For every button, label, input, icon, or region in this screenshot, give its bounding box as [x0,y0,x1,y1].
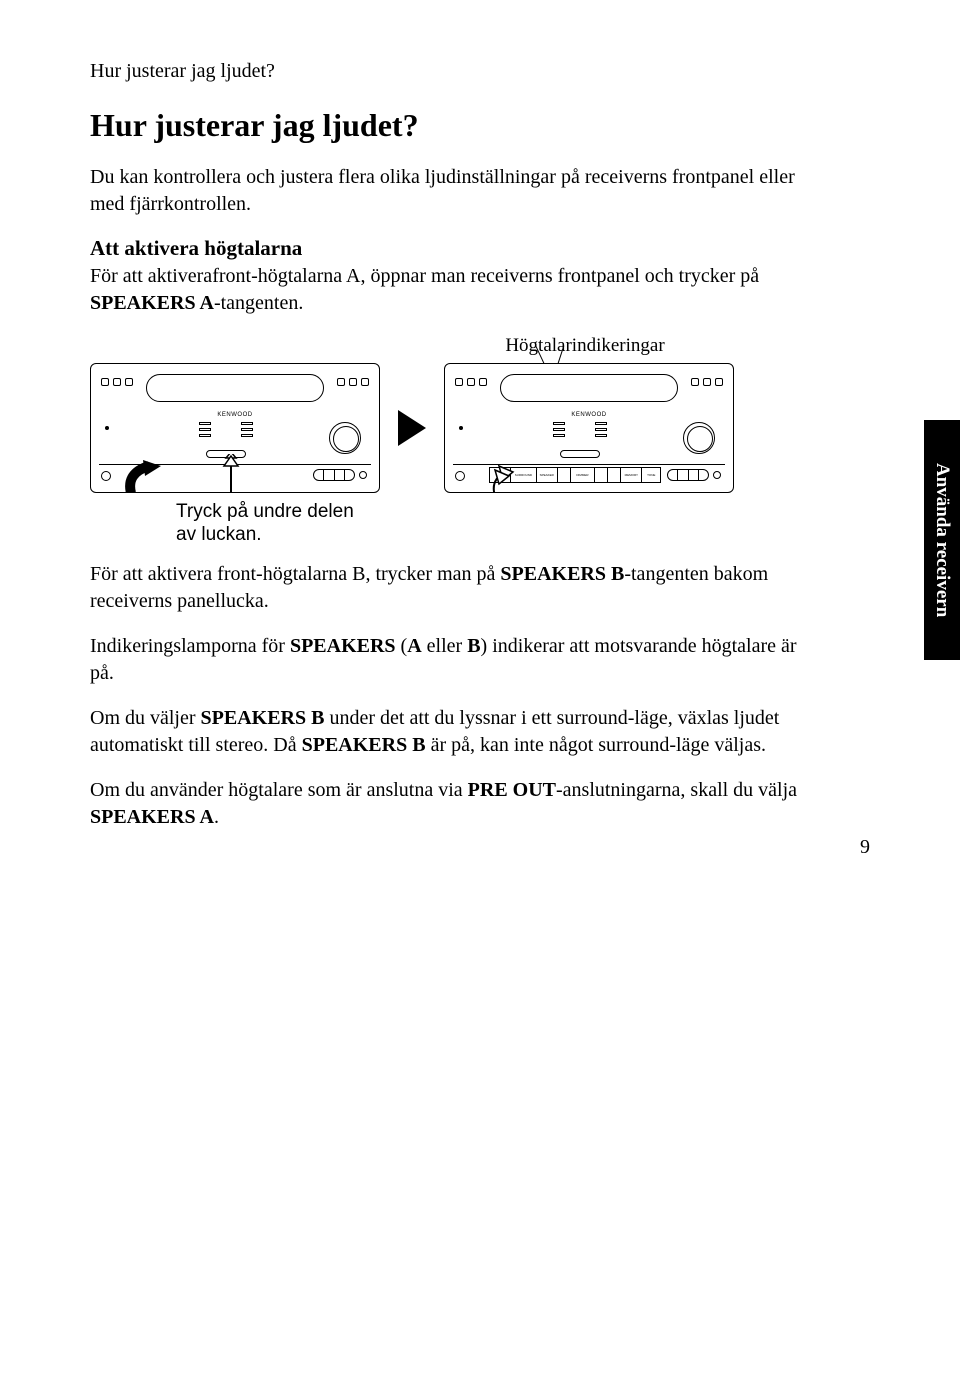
intro-paragraph: Du kan kontrollera och justera flera oli… [90,164,820,218]
top-buttons-left-2 [455,378,487,386]
s1-mid: front-högtalarna A, öppnar man receivern… [212,265,759,287]
paragraph-preout: Om du använder högtalare som är anslutna… [90,777,820,831]
page-number: 9 [860,836,870,859]
p2-pre: För att aktivera front-högtalarna B, try… [90,563,500,585]
power-indicator-2 [459,426,463,430]
volume-knob [329,422,361,454]
paragraph-speakers-b: För att aktivera front-högtalarna B, try… [90,561,820,615]
pre-out-key: PRE OUT [468,779,556,801]
brand-label-2: KENWOOD [571,412,606,418]
input-buttons-2 [667,469,709,481]
transition-arrow-icon [398,410,426,446]
headphone-jack [101,471,111,481]
receiver-front-open: KENWOOD BASS SURROUND SPEAKER DIMMER MEM… [444,363,734,493]
p5-pre: Om du använder högtalare som är anslutna… [90,779,468,801]
volume-knob-2 [683,422,715,454]
p5-post: . [214,806,219,828]
p4-post: är på, kan inte något surround-läge välj… [426,734,766,756]
arrow-point-button [201,454,261,493]
headphone-jack-2 [455,471,465,481]
section1-text: För att aktiverafront-högtalarna A, öppn… [90,263,820,317]
receiver-display [146,374,324,402]
speakers-b-key-3: SPEAKERS B [302,734,426,756]
letter-a: A [407,635,421,657]
running-header: Hur justerar jag ljudet? [90,60,870,83]
speakers-a-key-2: SPEAKERS A [90,806,214,828]
panel-seg-8: TONE [642,468,660,482]
callout-press-lower: Tryck på undre delen av luckan. [176,501,820,547]
p5-mid: -anslutningarna, skall du välja [556,779,797,801]
aux-dot-2 [713,471,721,479]
power-indicator [105,426,109,430]
panel-seg-5 [595,468,608,482]
callout-line2: av luckan. [176,524,262,545]
speakers-b-key-2: SPEAKERS B [201,707,325,729]
receiver-front-closed: KENWOOD [90,363,380,493]
speakers-b-key: SPEAKERS B [500,563,624,585]
arrow-point-panel [475,458,535,493]
aux-dot [359,471,367,479]
mid-buttons [199,422,253,437]
panel-seg-7: MEMORY [621,468,642,482]
section-tab: Använda receivern [924,420,960,660]
paragraph-surround: Om du väljer SPEAKERS B under det att du… [90,705,820,759]
panel-seg-4: DIMMER [571,468,595,482]
panel-seg-3 [558,468,571,482]
s1-post: -tangenten. [214,292,303,314]
diagram-row: KENWOOD [90,363,820,493]
brand-label: KENWOOD [217,412,252,418]
speakers-key: SPEAKERS [290,635,396,657]
speakers-a-key: SPEAKERS A [90,292,214,314]
callout-line1: Tryck på undre delen [176,501,354,522]
receiver-display-2 [500,374,678,402]
p4-pre: Om du väljer [90,707,201,729]
mid-buttons-2 [553,422,607,437]
s1-pre: För att aktivera [90,265,212,287]
letter-b: B [467,635,480,657]
top-buttons-right [337,378,369,386]
input-buttons [313,469,355,481]
top-buttons-left [101,378,133,386]
section-heading-activate: Att aktivera högtalarna [90,236,820,261]
paragraph-indicators: Indikeringslamporna för SPEAKERS (A elle… [90,633,820,687]
p3-mid2: eller [422,635,468,657]
center-pill-button-2 [560,450,600,458]
p3-mid: ( [396,635,408,657]
top-buttons-right-2 [691,378,723,386]
arrow-press-panel [121,458,181,493]
p3-pre: Indikeringslamporna för [90,635,290,657]
panel-seg-6 [608,468,621,482]
page-title: Hur justerar jag ljudet? [90,107,870,144]
panel-seg-2: SPEAKER [537,468,558,482]
